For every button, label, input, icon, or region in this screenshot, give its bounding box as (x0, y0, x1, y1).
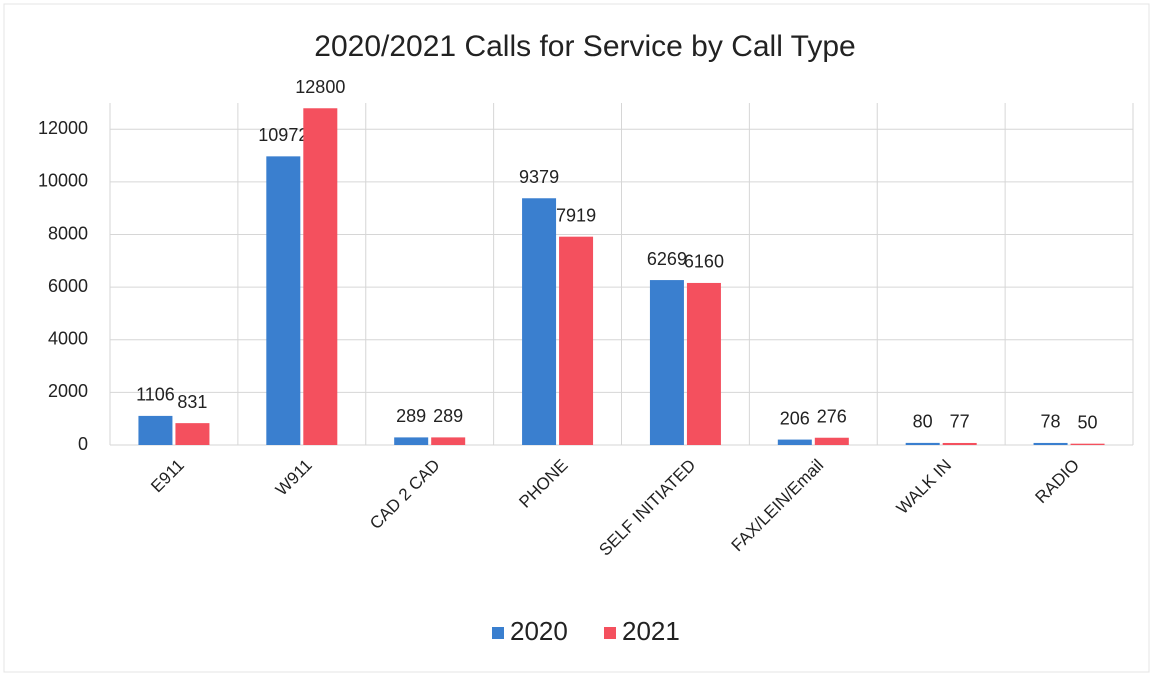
legend-swatch (604, 627, 616, 639)
data-label: 1106 (136, 385, 175, 405)
data-label: 12800 (295, 77, 345, 97)
legend-swatch (492, 627, 504, 639)
y-tick-label: 2000 (48, 381, 88, 401)
legend-label: 2021 (622, 616, 680, 646)
bar (649, 280, 684, 445)
y-tick-label: 8000 (48, 223, 88, 243)
data-label: 289 (433, 406, 463, 426)
bar (1033, 442, 1068, 445)
bar (777, 439, 812, 445)
y-tick-label: 4000 (48, 329, 88, 349)
bar (814, 437, 849, 445)
bar (138, 415, 173, 445)
legend-label: 2020 (510, 616, 568, 646)
bar (905, 442, 940, 445)
y-tick-label: 6000 (48, 276, 88, 296)
y-tick-label: 12000 (38, 118, 88, 138)
data-label: 50 (1078, 412, 1098, 432)
bar (266, 156, 301, 446)
bar (942, 442, 977, 445)
bar (431, 437, 466, 445)
y-tick-label: 10000 (38, 171, 88, 191)
chart-title: 2020/2021 Calls for Service by Call Type (314, 30, 855, 63)
bar (1070, 443, 1105, 445)
data-label: 831 (177, 392, 207, 412)
bar (394, 437, 429, 445)
data-label: 10972 (258, 125, 308, 145)
data-label: 6269 (647, 249, 687, 269)
bar (559, 236, 594, 445)
bar (522, 198, 557, 445)
data-label: 80 (913, 412, 933, 432)
data-label: 78 (1041, 412, 1061, 432)
bar (303, 108, 338, 445)
data-label: 6160 (684, 252, 724, 272)
data-label: 289 (396, 406, 426, 426)
y-tick-label: 0 (78, 434, 88, 454)
bar (175, 423, 210, 445)
data-label: 276 (817, 406, 847, 426)
data-label: 9379 (519, 167, 559, 187)
data-label: 7919 (556, 205, 596, 225)
data-label: 206 (780, 408, 810, 428)
data-label: 77 (950, 412, 970, 432)
bar (686, 282, 721, 445)
